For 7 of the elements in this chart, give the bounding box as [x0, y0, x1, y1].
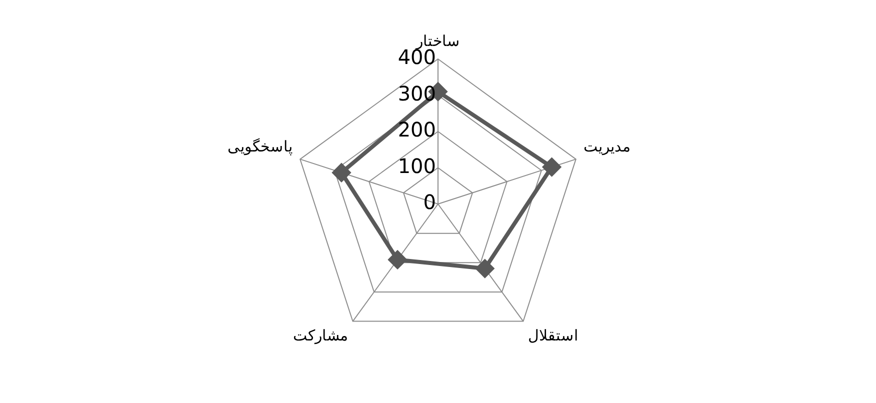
- spoke-label: پاسخگویی: [227, 138, 292, 156]
- spoke-label: استقلال: [528, 326, 578, 345]
- y-tick-label: 100: [398, 154, 436, 178]
- y-tick-label: 200: [398, 118, 436, 142]
- spoke-label: مشارکت: [293, 326, 348, 345]
- y-tick-label: 0: [423, 190, 436, 214]
- spoke-label: مدیریت: [584, 138, 631, 156]
